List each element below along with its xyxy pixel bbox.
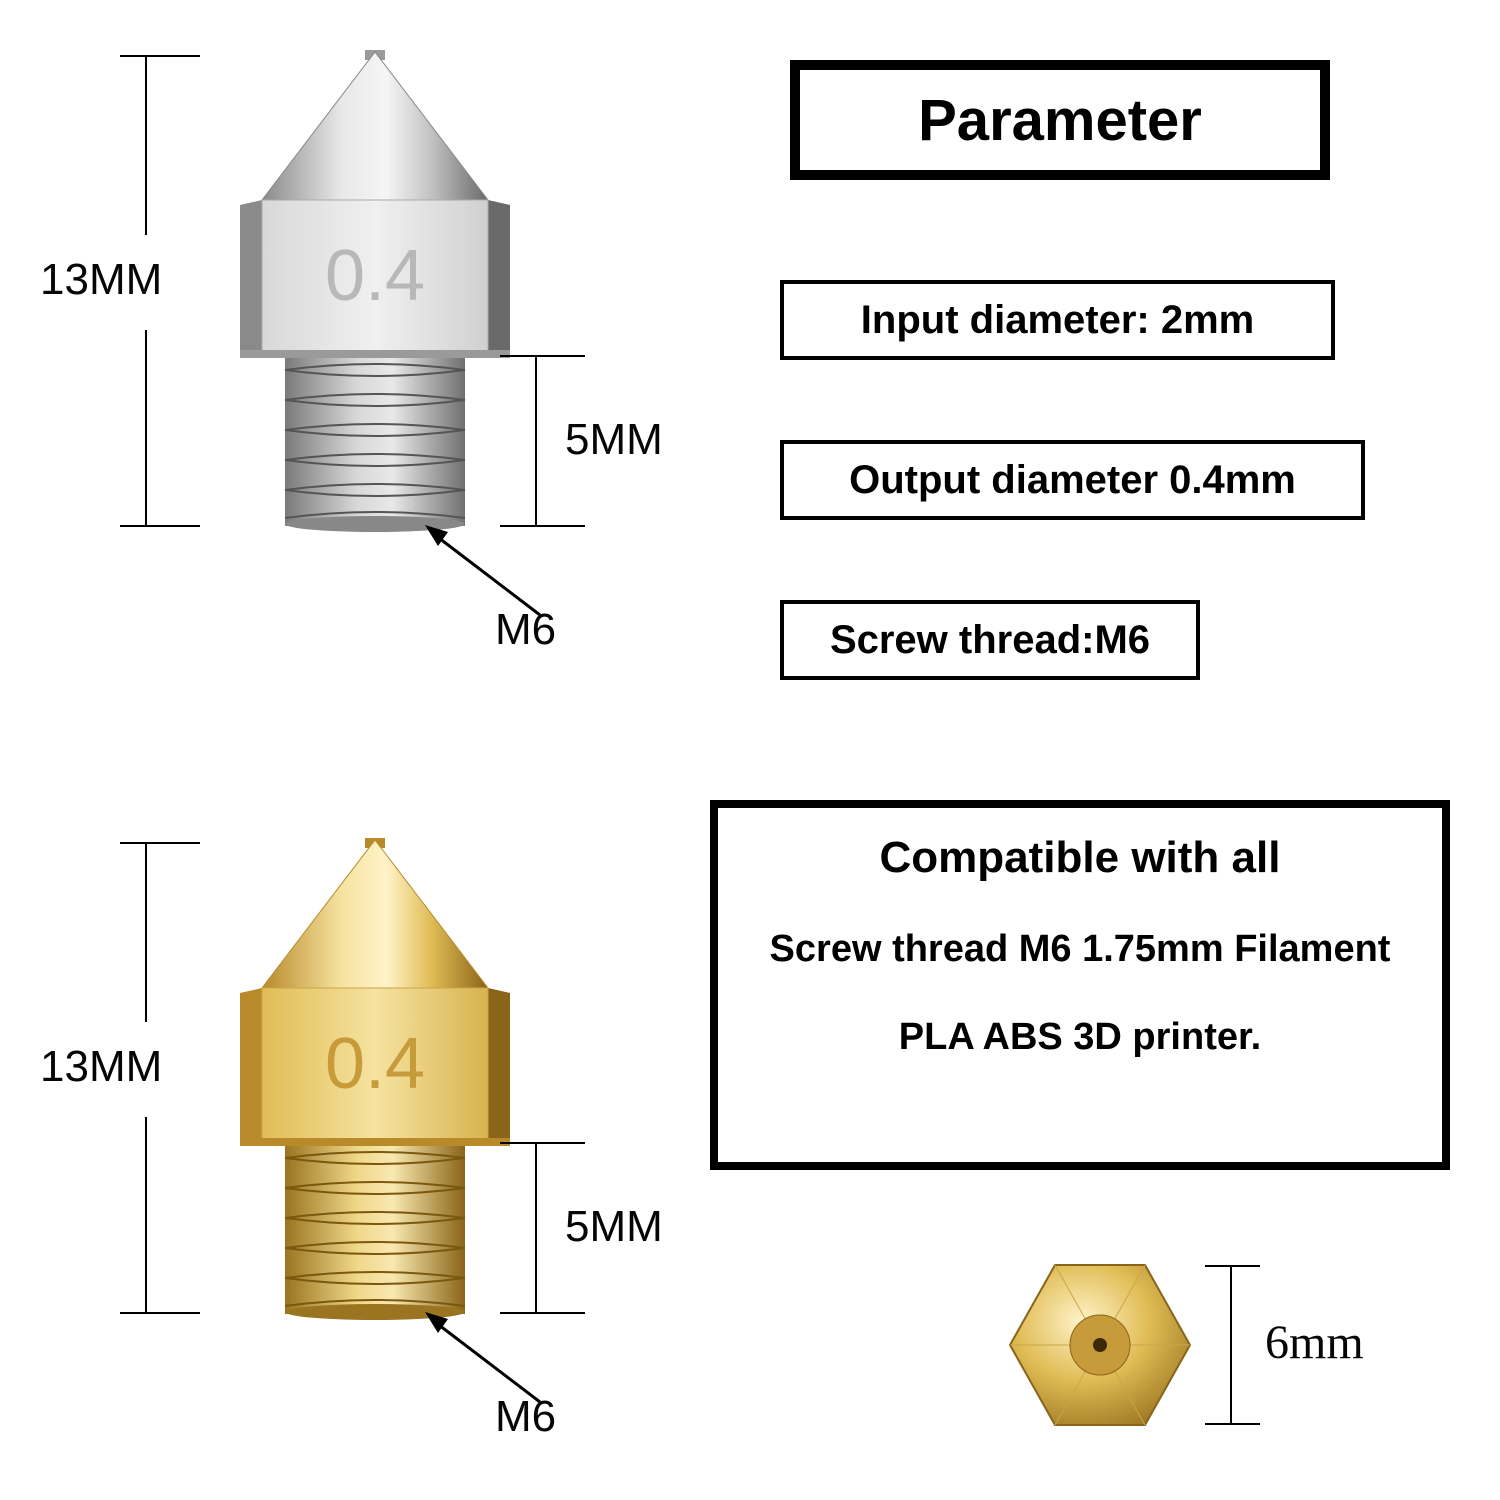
parameter-header-text: Parameter: [918, 87, 1202, 154]
dim-line: [1230, 1265, 1232, 1425]
compat-line3: PLA ABS 3D printer.: [899, 1016, 1261, 1059]
compat-line2: Screw thread M6 1.75mm Filament: [770, 928, 1391, 971]
dim-tick: [120, 525, 200, 527]
brass-nozzle-engraving: 0.4: [290, 1023, 460, 1105]
spec-output-box: Output diameter 0.4mm: [780, 440, 1365, 520]
steel-nozzle-engraving: 0.4: [290, 235, 460, 317]
brass-thread-spec-label: M6: [495, 1392, 556, 1442]
dim-tick: [500, 1142, 585, 1144]
compat-line1: Compatible with all: [880, 833, 1281, 883]
brass-thread-height-label: 5MM: [565, 1202, 663, 1252]
steel-thread-spec-label: M6: [495, 605, 556, 655]
spec-output-text: Output diameter 0.4mm: [849, 458, 1296, 503]
nozzle-top-hex-icon: [1000, 1250, 1200, 1440]
spec-thread-text: Screw thread:M6: [830, 618, 1150, 663]
dim-tick: [120, 55, 200, 57]
steel-thread-height-label: 5MM: [565, 415, 663, 465]
dim-tick: [120, 1312, 200, 1314]
dim-line: [145, 842, 147, 1022]
dim-tick: [500, 355, 585, 357]
dim-line: [145, 55, 147, 235]
spec-input-box: Input diameter: 2mm: [780, 280, 1335, 360]
parameter-header-box: Parameter: [790, 60, 1330, 180]
dim-line: [145, 1117, 147, 1314]
dim-tick: [1205, 1265, 1260, 1267]
dim-tick: [120, 842, 200, 844]
dim-line: [535, 1142, 537, 1314]
spec-thread-box: Screw thread:M6: [780, 600, 1200, 680]
brass-height-label: 13MM: [40, 1042, 162, 1092]
dim-tick: [1205, 1423, 1260, 1425]
steel-height-label: 13MM: [40, 255, 162, 305]
compat-box: Compatible with all Screw thread M6 1.75…: [710, 800, 1450, 1170]
hex-width-label: 6mm: [1265, 1315, 1364, 1370]
spec-input-text: Input diameter: 2mm: [861, 298, 1254, 343]
dim-line: [145, 330, 147, 527]
dim-line: [535, 355, 537, 527]
